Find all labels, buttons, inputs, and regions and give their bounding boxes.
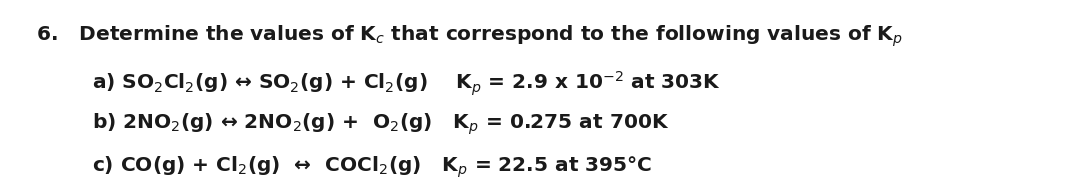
Text: c) CO(g) + Cl$_2$(g)  ↔  COCl$_2$(g)   K$_p$ = 22.5 at 395°C: c) CO(g) + Cl$_2$(g) ↔ COCl$_2$(g) K$_p$…	[92, 154, 652, 180]
Text: b) 2NO$_2$(g) ↔ 2NO$_2$(g) +  O$_2$(g)   K$_p$ = 0.275 at 700K: b) 2NO$_2$(g) ↔ 2NO$_2$(g) + O$_2$(g) K$…	[92, 112, 670, 137]
Text: 6.   Determine the values of K$_c$ that correspond to the following values of K$: 6. Determine the values of K$_c$ that co…	[36, 23, 903, 49]
Text: a) SO$_2$Cl$_2$(g) ↔ SO$_2$(g) + Cl$_2$(g)    K$_p$ = 2.9 x 10$^{-2}$ at 303K: a) SO$_2$Cl$_2$(g) ↔ SO$_2$(g) + Cl$_2$(…	[92, 69, 720, 98]
